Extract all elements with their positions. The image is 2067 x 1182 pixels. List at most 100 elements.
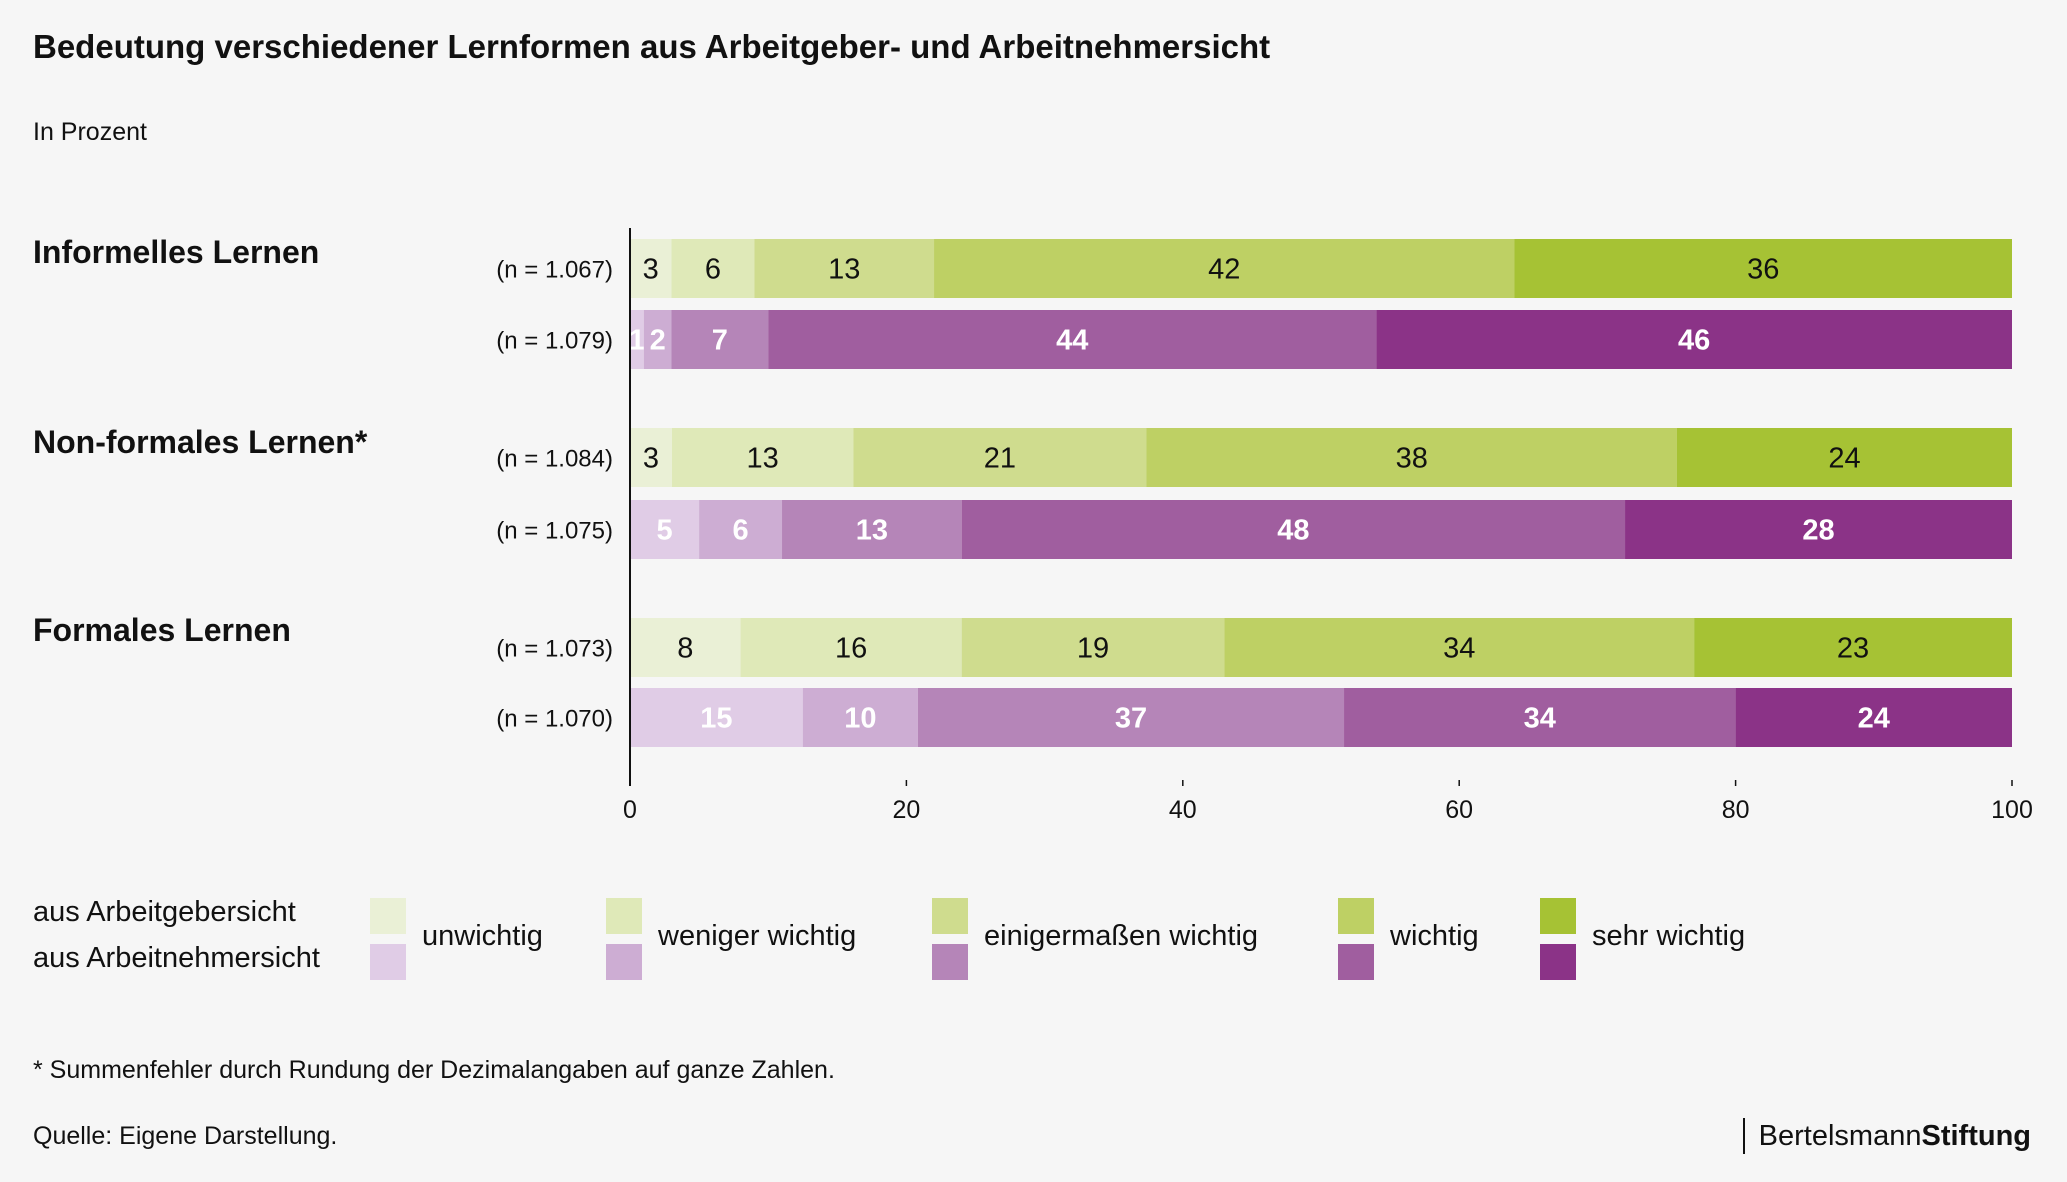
legend-row-employee: aus Arbeitnehmersicht xyxy=(33,942,320,974)
data-label: 23 xyxy=(1837,633,1869,665)
group-label-nonformal: Non-formales Lernen* xyxy=(33,424,368,460)
bar-segment xyxy=(802,688,918,747)
bar-segment xyxy=(671,239,755,298)
bar-segment xyxy=(1224,618,1695,677)
data-label: 37 xyxy=(1115,703,1147,735)
data-label: 34 xyxy=(1524,703,1556,735)
bar-segment xyxy=(630,239,672,298)
x-tick-label: 80 xyxy=(1722,796,1750,824)
bar-segment xyxy=(1344,688,1736,747)
bar-segment xyxy=(699,500,783,559)
data-label: 34 xyxy=(1443,633,1475,665)
data-label: 42 xyxy=(1208,254,1240,286)
bar-segment xyxy=(853,428,1147,487)
bar-segment xyxy=(917,688,1345,747)
legend-swatch-employer xyxy=(1540,898,1576,934)
sample-size-label: (n = 1.075) xyxy=(496,518,613,545)
legend-swatch-employee xyxy=(606,944,642,980)
legend-swatch-employee xyxy=(1540,944,1576,980)
legend-swatch-employer xyxy=(370,898,406,934)
group-label-informal: Informelles Lernen xyxy=(33,234,320,270)
bar-segment xyxy=(934,239,1515,298)
bar-segment xyxy=(630,500,700,559)
chart-subtitle: In Prozent xyxy=(33,118,147,146)
bar-segment xyxy=(740,618,962,677)
bar-segment xyxy=(1514,239,2012,298)
bar-segment xyxy=(671,310,769,369)
sample-size-label: (n = 1.073) xyxy=(496,636,613,663)
legend-swatch-employer xyxy=(606,898,642,934)
bar-segment xyxy=(1735,688,2012,747)
bar-segment xyxy=(630,618,741,677)
data-label: 3 xyxy=(643,254,659,286)
bar-segment xyxy=(782,500,962,559)
legend-swatch-employee xyxy=(1338,944,1374,980)
data-label: 7 xyxy=(712,325,728,357)
legend-label: unwichtig xyxy=(422,920,543,952)
legend-swatch-employer xyxy=(1338,898,1374,934)
bar-segment xyxy=(961,500,1626,559)
logo-part1: Bertelsmann xyxy=(1758,1120,1922,1152)
data-label: 15 xyxy=(700,703,732,735)
chart-title: Bedeutung verschiedener Lernformen aus A… xyxy=(33,28,1271,65)
data-label: 48 xyxy=(1277,515,1309,547)
bar-segment xyxy=(754,239,935,298)
data-label: 13 xyxy=(856,515,888,547)
bar-segment xyxy=(1625,500,2012,559)
data-label: 8 xyxy=(677,633,693,665)
data-label: 44 xyxy=(1056,325,1088,357)
bar-segment xyxy=(1694,618,2012,677)
x-tick-label: 20 xyxy=(892,796,920,824)
bar-segment xyxy=(1676,428,2012,487)
data-label: 3 xyxy=(643,443,659,475)
bar-segment xyxy=(1376,310,2012,369)
legend-row-employer: aus Arbeitgebersicht xyxy=(33,896,296,928)
bar-segment xyxy=(643,310,672,369)
legend-label: einigermaßen wichtig xyxy=(984,920,1259,952)
sample-size-label: (n = 1.067) xyxy=(496,257,613,284)
data-label: 13 xyxy=(828,254,860,286)
data-label: 13 xyxy=(746,443,778,475)
sample-size-label: (n = 1.079) xyxy=(496,328,613,355)
bar-segment xyxy=(961,618,1225,677)
bar-segment xyxy=(630,688,803,747)
legend-swatch-employee xyxy=(370,944,406,980)
data-label: 24 xyxy=(1858,703,1890,735)
bertelsmann-logo: BertelsmannStiftung xyxy=(1742,1118,2031,1154)
group-label-formal: Formales Lernen xyxy=(33,612,291,648)
data-label: 10 xyxy=(844,703,876,735)
logo-part2: Stiftung xyxy=(1921,1120,2031,1152)
legend-label: wichtig xyxy=(1390,920,1479,952)
data-label: 24 xyxy=(1828,443,1860,475)
data-label: 5 xyxy=(656,515,672,547)
bar-segment xyxy=(768,310,1377,369)
bar-segment xyxy=(671,428,854,487)
data-label: 38 xyxy=(1396,443,1428,475)
data-label: 6 xyxy=(705,254,721,286)
legend-swatch-employee xyxy=(932,944,968,980)
data-label: 21 xyxy=(984,443,1016,475)
bar-segment xyxy=(630,310,644,369)
sample-size-label: (n = 1.084) xyxy=(496,446,613,473)
bar-segment xyxy=(1146,428,1677,487)
legend-label: weniger wichtig xyxy=(658,920,857,952)
x-tick-label: 40 xyxy=(1169,796,1197,824)
sample-size-label: (n = 1.070) xyxy=(496,706,613,733)
data-label: 19 xyxy=(1077,633,1109,665)
data-label: 46 xyxy=(1678,325,1710,357)
data-label: 2 xyxy=(650,325,666,357)
data-label: 1 xyxy=(629,325,645,357)
x-tick-label: 0 xyxy=(623,796,637,824)
data-label: 16 xyxy=(835,633,867,665)
bar-segment xyxy=(630,428,672,487)
data-label: 6 xyxy=(732,515,748,547)
footnote: * Summenfehler durch Rundung der Dezimal… xyxy=(33,1056,835,1084)
x-tick-label: 60 xyxy=(1445,796,1473,824)
data-label: 36 xyxy=(1747,254,1779,286)
legend-swatch-employer xyxy=(932,898,968,934)
legend-label: sehr wichtig xyxy=(1592,920,1746,952)
x-tick-label: 100 xyxy=(1991,796,2033,824)
source-note: Quelle: Eigene Darstellung. xyxy=(33,1122,338,1150)
data-label: 28 xyxy=(1802,515,1834,547)
